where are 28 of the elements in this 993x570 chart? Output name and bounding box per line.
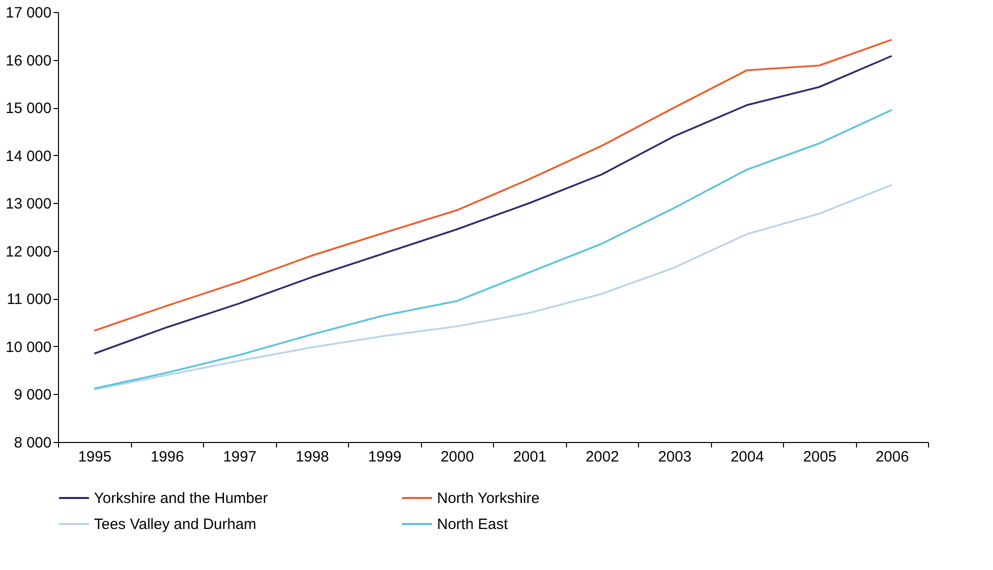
legend-label: North East xyxy=(437,516,509,533)
x-tick-label: 1997 xyxy=(223,448,256,466)
y-tick-label: 9 000 xyxy=(14,386,52,404)
line-series xyxy=(93,184,893,390)
x-tick-label: 2006 xyxy=(876,448,909,466)
x-tick-label: 2004 xyxy=(730,448,764,466)
y-tick-label: 15 000 xyxy=(6,100,52,118)
x-tick-label: 1999 xyxy=(368,448,402,466)
x-tick-label: 2000 xyxy=(440,448,474,466)
x-tick-label: 1996 xyxy=(150,448,184,466)
y-tick-label: 13 000 xyxy=(6,196,52,213)
y-tick-label: 14 000 xyxy=(6,148,52,165)
y-tick-label: 16 000 xyxy=(6,52,52,70)
x-tick-label: 1998 xyxy=(296,448,329,466)
legend-label: Tees Valley and Durham xyxy=(94,516,256,533)
x-tick-label: 2005 xyxy=(803,448,836,466)
y-tick-label: 11 000 xyxy=(6,291,52,308)
line-series xyxy=(93,109,893,390)
x-tick-label: 2002 xyxy=(586,448,619,466)
y-tick-label: 12 000 xyxy=(6,243,52,260)
x-tick-label: 2003 xyxy=(658,448,692,466)
x-tick-label: 2001 xyxy=(513,448,546,466)
x-tick-label: 1995 xyxy=(78,448,112,466)
legend-label: North Yorkshire xyxy=(437,490,540,507)
y-tick-label: 17 000 xyxy=(6,4,52,22)
legend-label: Yorkshire and the Humber xyxy=(94,490,268,507)
y-tick-label: 10 000 xyxy=(6,338,52,356)
y-tick-label: 8 000 xyxy=(14,434,52,452)
